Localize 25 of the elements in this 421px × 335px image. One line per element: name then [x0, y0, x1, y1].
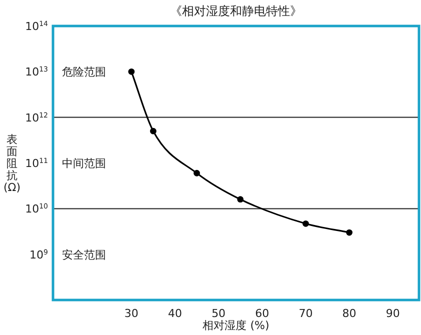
x-tick-label: 80 [342, 307, 356, 320]
chart-title: 《相对湿度和静电特性》 [170, 4, 302, 18]
y-tick-label: 10$^{9}$ [30, 248, 48, 262]
y-tick-label: 10$^{12}$ [25, 111, 48, 124]
point [237, 196, 244, 203]
annotation: 安全范围 [62, 248, 106, 262]
point [194, 170, 200, 176]
x-tick-label: 90 [386, 307, 400, 320]
point [346, 229, 352, 236]
y-tick-label: 10$^{13}$ [25, 66, 48, 79]
annotation: 危险范围 [62, 66, 106, 79]
y-axis-title: 表面阻抗(Ω) [4, 133, 20, 194]
point [302, 220, 309, 227]
x-tick-label: 30 [124, 307, 138, 320]
x-tick-label: 60 [255, 307, 270, 320]
y-tick-label: 10$^{14}$ [25, 20, 49, 33]
point [128, 68, 135, 75]
y-tick-label: 10$^{11}$ [25, 157, 48, 170]
x-tick-label: 50 [212, 307, 226, 320]
x-tick-label: 40 [168, 307, 182, 320]
x-tick-label: 70 [298, 307, 313, 320]
y-tick-label: 10$^{10}$ [25, 202, 48, 216]
x-axis-title: 相对湿度 (%) [202, 319, 270, 332]
annotation: 中间范围 [62, 157, 106, 170]
point [150, 128, 156, 134]
